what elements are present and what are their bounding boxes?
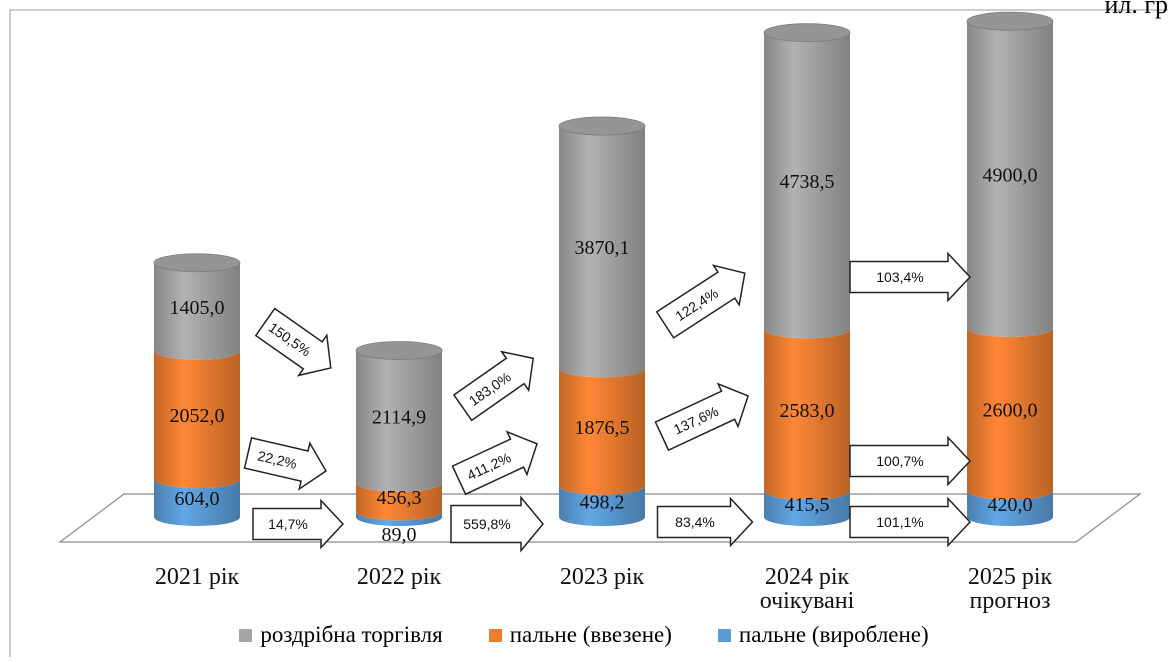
growth-arrow: 103,4% — [849, 251, 972, 303]
bar-produced — [154, 479, 240, 526]
growth-arrow-label: 100,7% — [876, 453, 923, 469]
chart-border — [9, 9, 1168, 662]
growth-arrow-shape — [849, 251, 972, 303]
column-top-cap — [558, 116, 646, 136]
data-label-retail: 4900,0 — [983, 165, 1038, 187]
growth-arrow: 137,6% — [654, 382, 749, 452]
legend-label-produced: пальне (вироблене) — [738, 622, 929, 647]
growth-arrow-shape — [655, 264, 746, 339]
column-top-cap — [763, 23, 851, 43]
stacked-column: 498,2 1876,5 3870,1 — [558, 116, 646, 526]
growth-arrow: 183,0% — [452, 350, 535, 422]
data-label-produced: 604,0 — [175, 488, 220, 510]
bar-retail — [154, 262, 240, 360]
growth-arrow-label: 14,7% — [268, 516, 308, 532]
legend: роздрібна торгівля пальне (ввезене) паль… — [0, 622, 1168, 648]
growth-arrow-label: 559,8% — [463, 516, 510, 532]
growth-arrow: 411,2% — [451, 430, 538, 496]
category-label: 2021 рік — [155, 564, 240, 590]
legend-swatch-imported — [488, 628, 502, 642]
cylinders: 604,0 2052,0 1405,0 89,0 456,3 2114,9 498,2 187… — [153, 11, 1054, 546]
legend-label-retail: роздрібна торгівля — [260, 622, 443, 647]
bar-imported — [356, 482, 442, 521]
bar-retail — [356, 350, 442, 492]
column-top-cap — [153, 253, 241, 273]
bar-produced — [356, 511, 442, 526]
data-label-produced: 415,5 — [785, 494, 830, 516]
category-label: 2023 рік — [560, 564, 645, 590]
bar-produced — [967, 490, 1053, 526]
category-label: 2025 рік — [968, 564, 1053, 590]
growth-arrow: 22,2% — [243, 436, 327, 491]
data-label-imported: 2052,0 — [170, 405, 225, 427]
bar-retail — [967, 21, 1053, 337]
growth-arrow-label: 101,1% — [876, 514, 923, 530]
legend-label-imported: пальне (ввезене) — [509, 622, 672, 647]
growth-arrow-shape — [656, 496, 754, 548]
legend-item-retail: роздрібна торгівля — [239, 622, 443, 648]
legend-swatch-produced — [717, 628, 731, 642]
legend-swatch-retail — [239, 628, 253, 642]
data-label-produced: 498,2 — [580, 491, 625, 513]
bar-imported — [559, 368, 645, 495]
bar-imported — [967, 327, 1053, 500]
category-labels: 2021 рік 2022 рік 2023 рік 2024 рікочікуван… — [155, 564, 1053, 614]
growth-arrow: 101,1% — [849, 496, 972, 548]
legend-item-imported: пальне (ввезене) — [488, 622, 672, 648]
growth-arrow-shape — [252, 498, 345, 550]
stacked-column: 420,0 2600,0 4900,0 — [966, 11, 1054, 526]
growth-arrow-shape — [849, 496, 972, 548]
category-label: 2022 рік — [357, 564, 442, 590]
column-top-cap — [355, 341, 443, 360]
data-label-retail: 3870,1 — [575, 237, 630, 259]
bar-produced — [559, 485, 645, 526]
growth-arrow: 122,4% — [655, 264, 746, 339]
growth-arrow: 559,8% — [450, 495, 544, 553]
column-top-cap — [966, 11, 1054, 31]
growth-arrow-shape — [450, 495, 544, 553]
growth-arrow-label: 103,4% — [876, 269, 923, 285]
data-label-produced: 89,0 — [382, 524, 417, 546]
growth-arrow: 100,7% — [849, 435, 972, 487]
bar-retail — [559, 126, 645, 378]
stacked-column: 415,5 2583,0 4738,5 — [763, 23, 851, 526]
bar-imported — [154, 350, 240, 489]
growth-arrow-shape — [654, 382, 749, 452]
data-label-produced: 420,0 — [988, 494, 1033, 516]
data-label-retail: 1405,0 — [170, 297, 225, 319]
growth-arrow: 150,5% — [254, 307, 332, 377]
data-label-imported: 2600,0 — [983, 399, 1038, 421]
growth-arrow-shape — [243, 436, 327, 491]
corner-text: ил. гр — [1104, 0, 1168, 19]
data-label-retail: 4738,5 — [780, 171, 835, 193]
data-label-imported: 456,3 — [377, 487, 422, 509]
bar-retail — [764, 32, 850, 339]
growth-arrow-shape — [254, 307, 332, 377]
stacked-column: 89,0 456,3 2114,9 — [355, 341, 443, 546]
stacked-column: 604,0 2052,0 1405,0 — [153, 253, 241, 526]
bar-produced — [764, 490, 850, 526]
bar-imported — [764, 329, 850, 500]
growth-arrow-shape — [452, 350, 535, 422]
growth-arrow-label: 83,4% — [675, 514, 715, 530]
growth-arrow-shape — [451, 430, 538, 496]
growth-arrow-shape — [849, 435, 972, 487]
category-label: 2024 рік — [765, 564, 850, 590]
data-label-imported: 2583,0 — [780, 400, 835, 422]
growth-arrows: 150,5% 22,2% 14,7% 183,0% 411,2% 559,8% 122,4%… — [243, 251, 972, 553]
data-label-retail: 2114,9 — [372, 407, 426, 429]
legend-item-produced: пальне (вироблене) — [717, 622, 929, 648]
growth-arrow: 14,7% — [252, 498, 345, 550]
growth-arrow: 83,4% — [656, 496, 754, 548]
category-label: очікувані — [760, 588, 855, 614]
category-label: прогноз — [969, 588, 1050, 614]
data-label-imported: 1876,5 — [575, 417, 630, 439]
